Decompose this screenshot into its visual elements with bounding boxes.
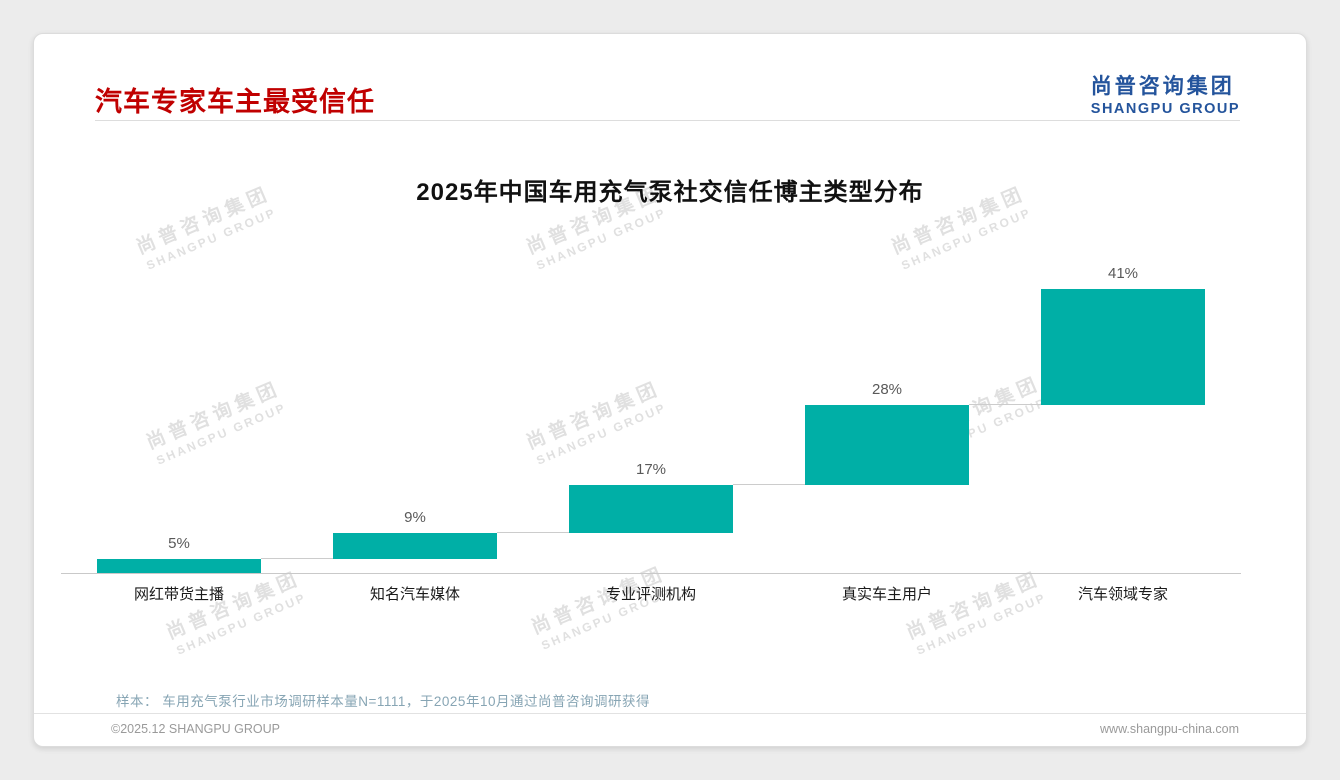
connector-line — [733, 483, 805, 485]
header: 汽车专家车主最受信任 尚普咨询集团 SHANGPU GROUP — [95, 70, 1240, 120]
chart-bar — [1041, 289, 1205, 406]
category-label: 网红带货主播 — [133, 586, 224, 603]
chart-bar — [805, 405, 969, 485]
connector-line — [261, 557, 333, 559]
page-title: 汽车专家车主最受信任 — [95, 87, 375, 117]
brand-logo-cn: 尚普咨询集团 — [1090, 75, 1235, 98]
chart-plot: 5% 9% 17% 28% 41% — [61, 259, 1241, 573]
sample-note: 样本： 车用充气泵行业市场调研样本量N=1111，于2025年10月通过尚普咨询… — [116, 694, 650, 709]
bar-value-label: 17% — [635, 460, 667, 478]
header-divider — [95, 120, 1240, 121]
copyright-text: ©2025.12 SHANGPU GROUP — [111, 722, 280, 736]
category-label: 专业评测机构 — [605, 586, 696, 603]
footer-divider — [34, 713, 1306, 714]
category-label: 汽车领域专家 — [1077, 586, 1168, 603]
website-url: www.shangpu-china.com — [1100, 722, 1239, 736]
slide-content: 汽车专家车主最受信任 尚普咨询集团 SHANGPU GROUP 2025年中国车… — [34, 34, 1306, 746]
bar-value-label: 5% — [168, 534, 190, 552]
category-label: 知名汽车媒体 — [369, 586, 460, 603]
x-axis-line — [61, 573, 1241, 574]
category-labels: 网红带货主播 知名汽车媒体 专业评测机构 真实车主用户 汽车领域专家 — [61, 583, 1241, 604]
bar-value-label: 41% — [1107, 265, 1139, 282]
connector-line — [969, 404, 1041, 406]
footer: ©2025.12 SHANGPU GROUP www.shangpu-china… — [111, 722, 1239, 736]
chart-title: 2025年中国车用充气泵社交信任博主类型分布 — [416, 179, 924, 206]
slide-card: 尚普咨询集团 SHANGPU GROUP 尚普咨询集团 SHANGPU GROUP 尚普… — [33, 33, 1307, 747]
connector-line — [497, 532, 569, 534]
category-label: 真实车主用户 — [841, 586, 932, 603]
brand-logo: 尚普咨询集团 SHANGPU GROUP — [1091, 70, 1240, 117]
waterfall-chart: 5% 9% 17% 28% 41% 网红带货主播 知名汽车媒体 专业评测机构 真实车主用户 汽车… — [61, 259, 1241, 619]
bar-value-label: 9% — [404, 509, 426, 527]
chart-bar — [333, 533, 497, 559]
chart-bar — [97, 558, 261, 573]
brand-logo-en: SHANGPU GROUP — [1090, 101, 1240, 117]
chart-bar — [569, 484, 733, 534]
bar-value-label: 28% — [871, 381, 903, 399]
